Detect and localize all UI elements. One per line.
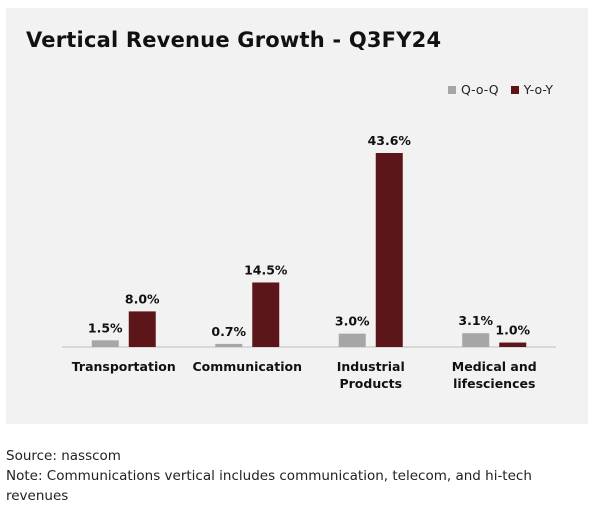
bar-y-o-y-2: [375, 153, 403, 347]
bar-q-o-q-2: [338, 333, 366, 347]
data-label-q-o-q-0: 1.5%: [88, 320, 123, 335]
category-label-2-1: Products: [339, 376, 402, 391]
bar-q-o-q-0: [91, 340, 119, 347]
legend-label-yoy: Y-o-Y: [523, 82, 553, 97]
data-label-y-o-y-2: 43.6%: [368, 133, 412, 148]
bar-y-o-y-0: [128, 311, 156, 347]
footnote: Note: Communications vertical includes c…: [6, 468, 532, 504]
legend-label-qoq: Q-o-Q: [460, 82, 499, 97]
legend-swatch-yoy: [510, 85, 519, 94]
bar-y-o-y-1: [252, 282, 280, 347]
data-label-y-o-y-0: 8.0%: [125, 291, 160, 306]
chart-legend: Q-o-Q Y-o-Y: [447, 82, 553, 97]
category-label-2-0: Industrial: [337, 359, 405, 374]
data-label-q-o-q-2: 3.0%: [335, 314, 370, 329]
bar-q-o-q-1: [215, 343, 243, 347]
bar-chart: 1.5%8.0% Transportation 0.7% 14.5% Communica…: [62, 133, 556, 391]
bar-y-o-y-3: [499, 342, 527, 347]
chart-title: Vertical Revenue Growth - Q3FY24: [26, 28, 442, 52]
category-label-0-0: Transportation: [72, 359, 176, 374]
category-label-3-1: lifesciences: [453, 376, 535, 391]
category-label-1-0: Communication: [193, 359, 303, 374]
data-label-q-o-q-3: 3.1%: [458, 313, 493, 328]
bar-q-o-q-3: [462, 333, 490, 347]
legend-item-yoy: Y-o-Y: [510, 82, 553, 97]
legend-swatch-qoq: [447, 85, 456, 94]
data-label-y-o-y-3: 1.0%: [495, 323, 530, 338]
data-label-q-o-q-1: 0.7%: [211, 324, 246, 339]
category-label-3-0: Medical and: [452, 359, 537, 374]
legend-item-qoq: Q-o-Q: [447, 82, 499, 97]
source-note: Source: nasscom: [6, 448, 121, 464]
data-label-y-o-y-1: 14.5%: [244, 262, 288, 277]
footer: Source: nasscom Note: Communications ver…: [6, 446, 591, 506]
chart-panel: [6, 8, 588, 424]
